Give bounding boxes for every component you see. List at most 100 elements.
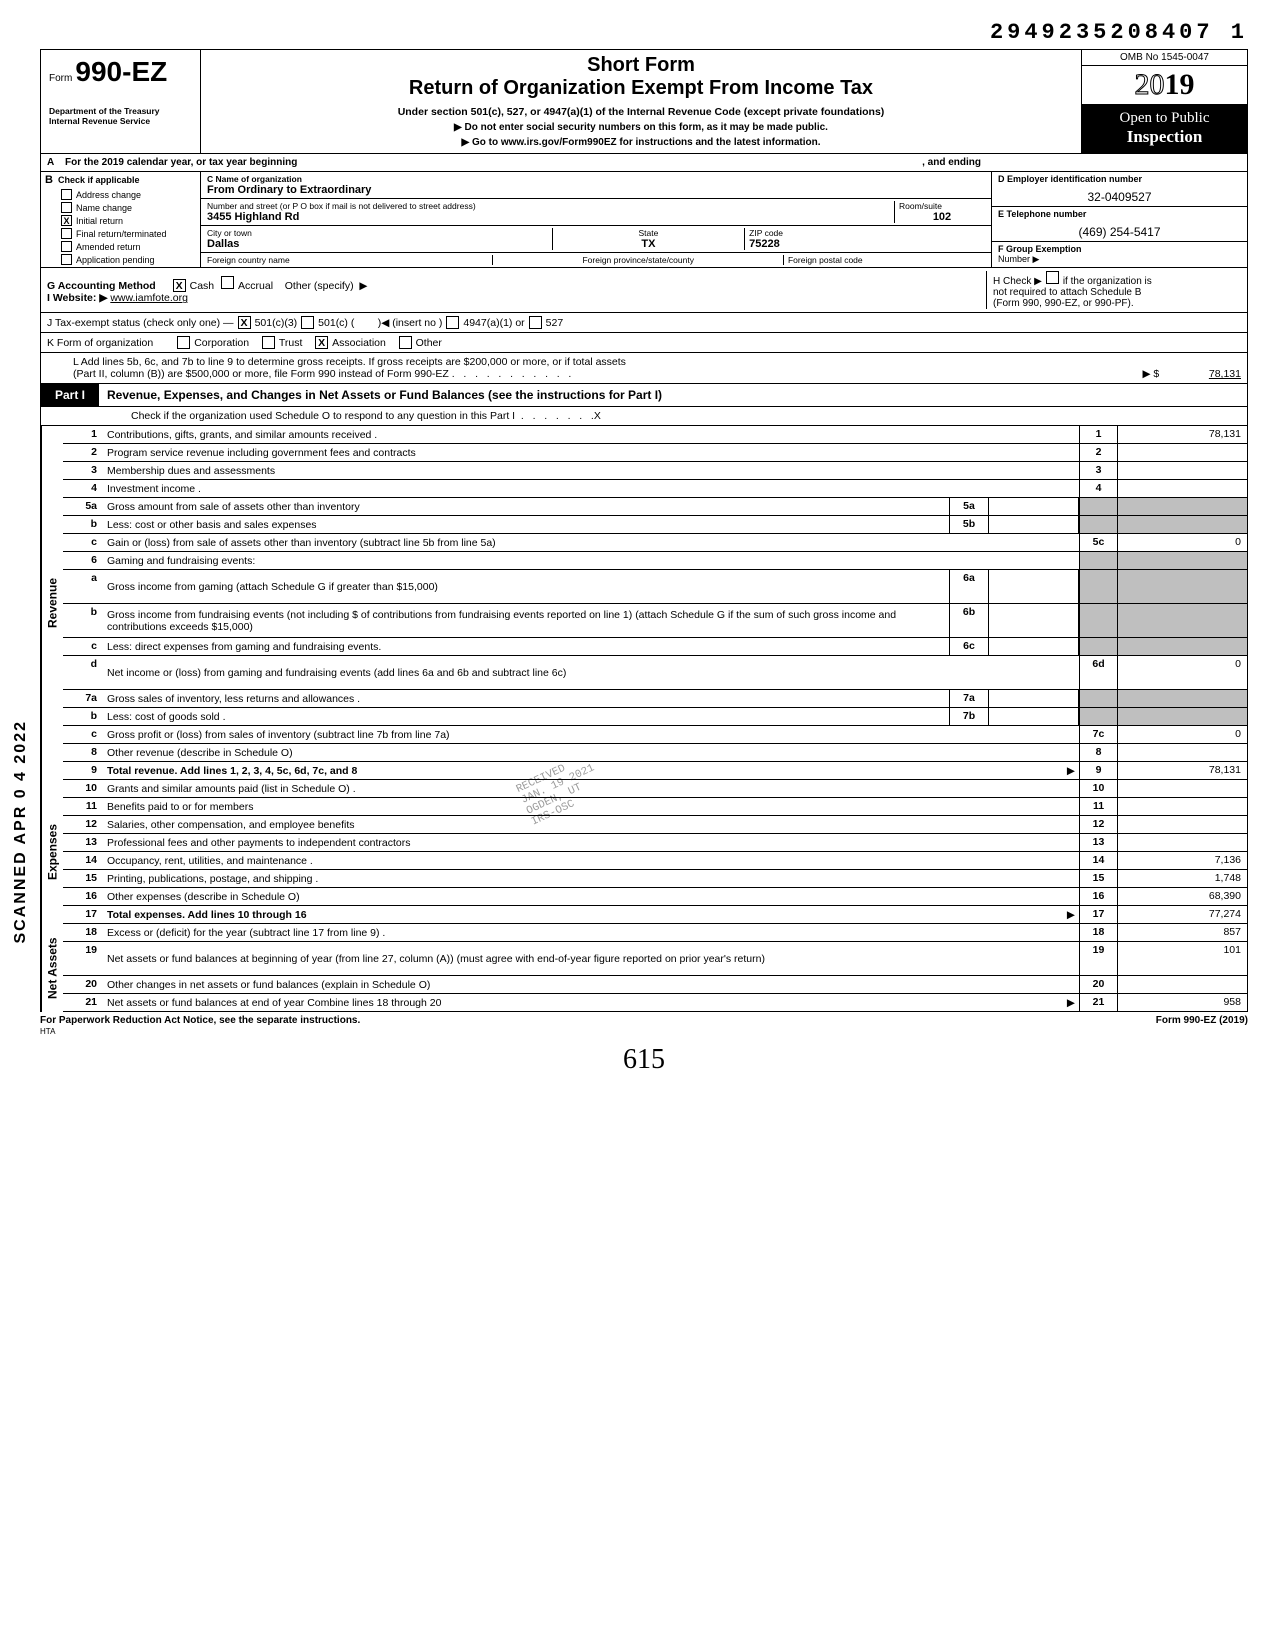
line-9: 9Total revenue. Add lines 1, 2, 3, 4, 5c… xyxy=(63,762,1247,780)
foreign-country-label: Foreign country name xyxy=(207,255,488,265)
line-l: L Add lines 5b, 6c, and 7b to line 9 to … xyxy=(40,353,1248,384)
zip-code: 75228 xyxy=(749,238,985,250)
part-1-header: Part I Revenue, Expenses, and Changes in… xyxy=(40,384,1248,407)
line-b: bLess: cost or other basis and sales exp… xyxy=(63,516,1247,534)
org-name: From Ordinary to Extraordinary xyxy=(207,184,985,196)
dept-treasury: Department of the Treasury xyxy=(49,106,192,116)
4947-checkbox[interactable] xyxy=(446,316,459,329)
netassets-label: Net Assets xyxy=(41,924,63,1012)
col-b-checkboxes: B Check if applicable Address changeName… xyxy=(41,172,201,267)
cash-checkbox[interactable]: X xyxy=(173,279,186,292)
street-label: Number and street (or P O box if mail is… xyxy=(207,201,890,211)
street-address: 3455 Highland Rd xyxy=(207,211,890,223)
line-15: 15Printing, publications, postage, and s… xyxy=(63,870,1247,888)
form-prefix: Form xyxy=(49,73,72,84)
other-checkbox[interactable] xyxy=(399,336,412,349)
gross-receipts: 78,131 xyxy=(1209,368,1241,380)
line-j: J Tax-exempt status (check only one) — X… xyxy=(40,313,1248,333)
city-label: City or town xyxy=(207,228,548,238)
corp-checkbox[interactable] xyxy=(177,336,190,349)
line-11: 11Benefits paid to or for members11 xyxy=(63,798,1247,816)
check-applicable-3: Final return/terminated xyxy=(41,227,200,240)
zip-label: ZIP code xyxy=(749,228,985,238)
check-applicable-0: Address change xyxy=(41,188,200,201)
directive-1: Do not enter social security numbers on … xyxy=(465,122,828,133)
short-form-title: Short Form xyxy=(209,54,1073,77)
check-3[interactable] xyxy=(61,228,72,239)
line-k: K Form of organization Corporation Trust… xyxy=(40,333,1248,353)
line-c: cGain or (loss) from sale of assets othe… xyxy=(63,534,1247,552)
line-6: 6Gaming and fundraising events: xyxy=(63,552,1247,570)
tax-year: 2019 xyxy=(1082,66,1247,104)
527-checkbox[interactable] xyxy=(529,316,542,329)
part-1-sub: Check if the organization used Schedule … xyxy=(40,407,1248,426)
line-20: 20Other changes in net assets or fund ba… xyxy=(63,976,1247,994)
h-checkbox[interactable] xyxy=(1046,271,1059,284)
line-21: 21Net assets or fund balances at end of … xyxy=(63,994,1247,1012)
line-13: 13Professional fees and other payments t… xyxy=(63,834,1247,852)
line-1: 1Contributions, gifts, grants, and simil… xyxy=(63,426,1247,444)
c-label: C Name of organization xyxy=(207,174,302,184)
directive-2: Go to www.irs.gov/Form990EZ for instruct… xyxy=(472,137,821,148)
state-label: State xyxy=(557,228,740,238)
check-applicable-5: Application pending xyxy=(41,253,200,266)
ein: 32-0409527 xyxy=(998,184,1241,204)
line-12: 12Salaries, other compensation, and empl… xyxy=(63,816,1247,834)
line-3: 3Membership dues and assessments3 xyxy=(63,462,1247,480)
ein-label: D Employer identification number xyxy=(998,174,1142,184)
form-number: 990-EZ xyxy=(75,56,167,87)
line-2: 2Program service revenue including gover… xyxy=(63,444,1247,462)
group-number-label: Number ▶ xyxy=(998,254,1039,264)
line-b: bGross income from fundraising events (n… xyxy=(63,604,1247,638)
501c3-checkbox[interactable]: X xyxy=(238,316,251,329)
return-title: Return of Organization Exempt From Incom… xyxy=(209,77,1073,100)
trust-checkbox[interactable] xyxy=(262,336,275,349)
line-10: 10Grants and similar amounts paid (list … xyxy=(63,780,1247,798)
revenue-label: Revenue xyxy=(41,426,63,780)
phone: (469) 254-5417 xyxy=(998,219,1241,239)
state: TX xyxy=(557,238,740,250)
check-applicable-2: XInitial return xyxy=(41,214,200,227)
line-16: 16Other expenses (describe in Schedule O… xyxy=(63,888,1247,906)
line-18: 18Excess or (deficit) for the year (subt… xyxy=(63,924,1247,942)
phone-label: E Telephone number xyxy=(998,209,1086,219)
open-to-public: Open to Public Inspection xyxy=(1082,104,1247,153)
footer: For Paperwork Reduction Act Notice, see … xyxy=(40,1012,1248,1040)
handwritten-number: 615 xyxy=(40,1044,1248,1076)
form-header: Form 990-EZ Department of the Treasury I… xyxy=(40,49,1248,154)
line-5a: 5aGross amount from sale of assets other… xyxy=(63,498,1247,516)
room-suite: 102 xyxy=(899,211,985,223)
check-1[interactable] xyxy=(61,202,72,213)
line-c: cLess: direct expenses from gaming and f… xyxy=(63,638,1247,656)
check-2[interactable]: X xyxy=(61,215,72,226)
line-8: 8Other revenue (describe in Schedule O)8 xyxy=(63,744,1247,762)
line-g-i: G Accounting Method XCash Accrual Other … xyxy=(40,268,1248,313)
line-b: bLess: cost of goods sold .7b xyxy=(63,708,1247,726)
check-applicable-1: Name change xyxy=(41,201,200,214)
line-14: 14Occupancy, rent, utilities, and mainte… xyxy=(63,852,1247,870)
line-7a: 7aGross sales of inventory, less returns… xyxy=(63,690,1247,708)
check-applicable-4: Amended return xyxy=(41,240,200,253)
subtitle: Under section 501(c), 527, or 4947(a)(1)… xyxy=(209,106,1073,118)
line-a: aGross income from gaming (attach Schedu… xyxy=(63,570,1247,604)
assoc-checkbox[interactable]: X xyxy=(315,336,328,349)
foreign-postal-label: Foreign postal code xyxy=(788,255,985,265)
check-0[interactable] xyxy=(61,189,72,200)
room-label: Room/suite xyxy=(899,201,985,211)
501c-checkbox[interactable] xyxy=(301,316,314,329)
check-4[interactable] xyxy=(61,241,72,252)
line-d: dNet income or (loss) from gaming and fu… xyxy=(63,656,1247,690)
schedule-o-checkbox[interactable]: X xyxy=(594,410,601,422)
city: Dallas xyxy=(207,238,548,250)
website: www.iamfote.org xyxy=(110,292,188,304)
foreign-prov-label: Foreign province/state/county xyxy=(497,255,778,265)
expenses-label: Expenses xyxy=(41,780,63,924)
accrual-checkbox[interactable] xyxy=(221,276,234,289)
scanned-stamp: SCANNED APR 0 4 2022 xyxy=(12,720,30,943)
row-a-tax-year: A For the 2019 calendar year, or tax yea… xyxy=(40,154,1248,172)
line-19: 19Net assets or fund balances at beginni… xyxy=(63,942,1247,976)
check-5[interactable] xyxy=(61,254,72,265)
top-id-number: 2949235208407 1 xyxy=(990,20,1248,45)
dept-irs: Internal Revenue Service xyxy=(49,116,192,126)
line-17: 17Total expenses. Add lines 10 through 1… xyxy=(63,906,1247,924)
